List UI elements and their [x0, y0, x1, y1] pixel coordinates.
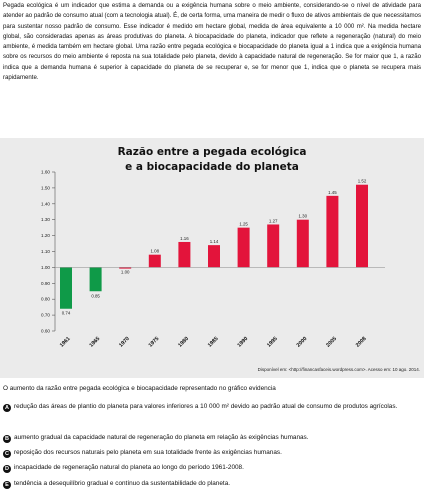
- intro-paragraph: Pegada ecológica é um indicador que esti…: [3, 2, 421, 81]
- x-tick-label-1985: 1985: [207, 336, 220, 349]
- y-tick-label: 0.70: [41, 313, 50, 318]
- bar-1965: [89, 267, 102, 292]
- x-tick-label-1990: 1990: [237, 336, 250, 349]
- x-tick-label-1965: 1965: [89, 336, 102, 349]
- value-label-1985: 1.14: [210, 239, 219, 244]
- value-label-1980: 1.16: [180, 236, 189, 241]
- bar-1970: [119, 267, 132, 269]
- option-b-text: aumento gradual da capacidade natural de…: [14, 434, 309, 441]
- option-d-text: incapacidade de regeneração natural do p…: [14, 464, 244, 471]
- y-tick-label: 1.30: [41, 217, 50, 222]
- x-tick-label-1961: 1961: [59, 336, 72, 349]
- value-label-2005: 1.45: [328, 190, 337, 195]
- x-tick-label-1980: 1980: [177, 336, 190, 349]
- value-label-1995: 1.27: [269, 218, 278, 223]
- x-tick-label-1970: 1970: [118, 336, 131, 349]
- x-tick-label-1975: 1975: [148, 336, 161, 349]
- option-a-text: redução das áreas de plantio do planeta …: [14, 403, 398, 410]
- y-tick-label: 0.80: [41, 297, 50, 302]
- bar-1995: [267, 224, 280, 268]
- option-d-letter: D: [3, 465, 11, 473]
- y-tick-label: 1.20: [41, 233, 50, 238]
- option-c-letter: C: [3, 450, 11, 458]
- y-tick-label: 0.60: [41, 329, 50, 334]
- bar-1975: [148, 254, 161, 268]
- bar-2008: [356, 184, 368, 268]
- y-tick-label: 1.50: [41, 185, 50, 190]
- x-tick-label-2008: 2008: [355, 336, 368, 349]
- value-label-1990: 1.25: [239, 222, 248, 227]
- x-tick-label-2005: 2005: [325, 336, 338, 349]
- bar-1961: [60, 267, 72, 309]
- option-e-text: tendência a desequilíbrio gradual e cont…: [14, 480, 231, 487]
- x-tick-label-1995: 1995: [266, 336, 279, 349]
- y-tick-label: 1.00: [41, 265, 50, 270]
- option-e-letter: E: [3, 481, 11, 489]
- bar-1980: [178, 241, 191, 268]
- chart-figure: Razão entre a pegada ecológica e a bioca…: [0, 138, 424, 378]
- option-a-letter: A: [3, 404, 11, 412]
- bar-chart: 0.60 0.70 0.80 0.90 1.00 1.10 1.20 1.30 1.40 1.50…: [41, 170, 385, 349]
- bar-1985: [208, 245, 220, 268]
- value-label-1961: 0.74: [62, 311, 71, 316]
- chart-title-line1: Razão entre a pegada ecológica: [117, 146, 307, 158]
- chart-source: Disponível em: <http://financasfaceis.wo…: [257, 367, 420, 372]
- bar-2000: [296, 219, 309, 268]
- y-tick-label: 1.10: [41, 249, 50, 254]
- question-stem: O aumento da razão entre pegada ecológic…: [3, 385, 276, 392]
- bar-2005: [326, 195, 339, 268]
- y-tick-label: 1.60: [41, 170, 50, 175]
- bar-1990: [237, 227, 250, 268]
- value-label-2008: 1.52: [358, 179, 367, 184]
- value-label-1965: 0.85: [91, 293, 100, 298]
- intro-text-block: Pegada ecológica é um indicador que esti…: [3, 1, 421, 83]
- option-b-letter: B: [3, 435, 11, 443]
- y-tick-label: 0.90: [41, 281, 50, 286]
- option-c-text: reposição dos recursos naturais pelo pla…: [14, 449, 282, 456]
- value-label-1975: 1.08: [151, 249, 160, 254]
- chart-title-line2: e a biocapacidade do planeta: [125, 161, 299, 173]
- x-tick-label-2000: 2000: [296, 336, 309, 349]
- value-label-1970: 1.00: [121, 269, 130, 274]
- y-tick-label: 1.40: [41, 201, 50, 206]
- value-label-2000: 1.30: [299, 214, 308, 219]
